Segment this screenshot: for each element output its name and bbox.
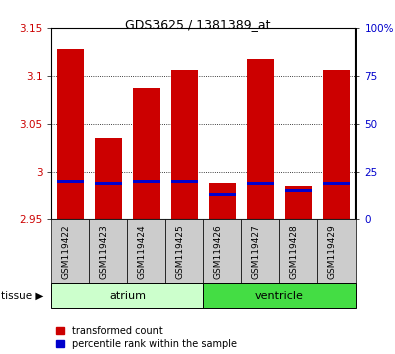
Bar [133,180,160,183]
Bar [166,219,203,283]
Bar [57,180,84,183]
Bar [209,183,236,219]
Bar [89,219,127,283]
Text: GSM119425: GSM119425 [175,224,184,279]
Text: atrium: atrium [109,291,146,301]
Text: GSM119426: GSM119426 [213,224,222,279]
Bar [203,283,356,308]
Text: GSM119422: GSM119422 [61,224,70,279]
Bar [127,219,166,283]
Text: tissue ▶: tissue ▶ [1,291,43,301]
Bar [318,219,356,283]
Legend: transformed count, percentile rank within the sample: transformed count, percentile rank withi… [56,326,237,349]
Text: GSM119423: GSM119423 [100,224,108,279]
Bar [241,219,279,283]
Bar [285,186,312,219]
Bar [247,59,274,219]
Bar [323,182,350,184]
Bar [133,87,160,219]
Text: GDS3625 / 1381389_at: GDS3625 / 1381389_at [125,18,270,31]
Bar [209,193,236,196]
Bar [171,70,198,219]
Text: GSM119427: GSM119427 [252,224,260,279]
Text: GSM119428: GSM119428 [290,224,299,279]
Bar [247,182,274,184]
Text: GSM119424: GSM119424 [137,224,147,279]
Bar [51,219,89,283]
Bar [279,219,318,283]
Bar [171,180,198,183]
Bar [203,219,241,283]
Text: ventricle: ventricle [255,291,304,301]
Bar [285,189,312,192]
Bar [95,182,122,184]
Bar [51,283,203,308]
Bar [95,138,122,219]
Bar [323,70,350,219]
Text: GSM119429: GSM119429 [327,224,337,279]
Bar [57,49,84,219]
